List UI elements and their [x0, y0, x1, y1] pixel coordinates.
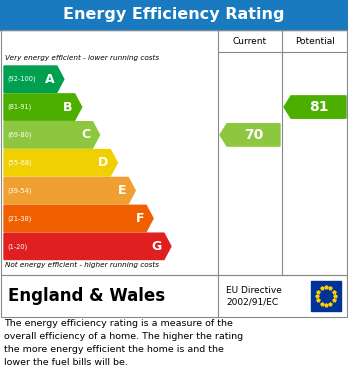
Text: (1-20): (1-20)	[7, 243, 27, 249]
Bar	[1, 275, 347, 317]
Text: G: G	[152, 240, 162, 253]
Text: Very energy efficient - lower running costs: Very energy efficient - lower running co…	[5, 55, 159, 61]
Bar	[311, 281, 341, 311]
Polygon shape	[4, 66, 64, 92]
Polygon shape	[4, 178, 135, 204]
Text: F: F	[136, 212, 144, 225]
Bar	[1, 30, 347, 275]
Text: D: D	[98, 156, 108, 169]
Polygon shape	[4, 233, 171, 260]
Text: (21-38): (21-38)	[7, 215, 31, 222]
Text: Energy Efficiency Rating: Energy Efficiency Rating	[63, 7, 285, 23]
Polygon shape	[4, 94, 82, 120]
Text: (81-91): (81-91)	[7, 104, 31, 110]
Polygon shape	[284, 96, 346, 118]
Text: Current: Current	[233, 36, 267, 45]
Text: C: C	[81, 128, 90, 142]
Text: (69-80): (69-80)	[7, 132, 32, 138]
Text: England & Wales: England & Wales	[8, 287, 165, 305]
Text: 81: 81	[309, 100, 328, 114]
Polygon shape	[4, 150, 117, 176]
Text: The energy efficiency rating is a measure of the
overall efficiency of a home. T: The energy efficiency rating is a measur…	[4, 319, 243, 366]
Text: EU Directive
2002/91/EC: EU Directive 2002/91/EC	[226, 285, 282, 307]
Text: Not energy efficient - higher running costs: Not energy efficient - higher running co…	[5, 262, 159, 268]
Polygon shape	[220, 124, 280, 146]
Text: (55-68): (55-68)	[7, 160, 32, 166]
Polygon shape	[4, 205, 153, 231]
Text: E: E	[118, 184, 126, 197]
Text: (39-54): (39-54)	[7, 187, 31, 194]
Text: Potential: Potential	[295, 36, 335, 45]
Text: 70: 70	[244, 128, 263, 142]
Text: A: A	[45, 73, 55, 86]
Text: (92-100): (92-100)	[7, 76, 35, 83]
Polygon shape	[4, 122, 100, 148]
Bar	[0, 0, 348, 30]
Text: B: B	[63, 100, 73, 113]
